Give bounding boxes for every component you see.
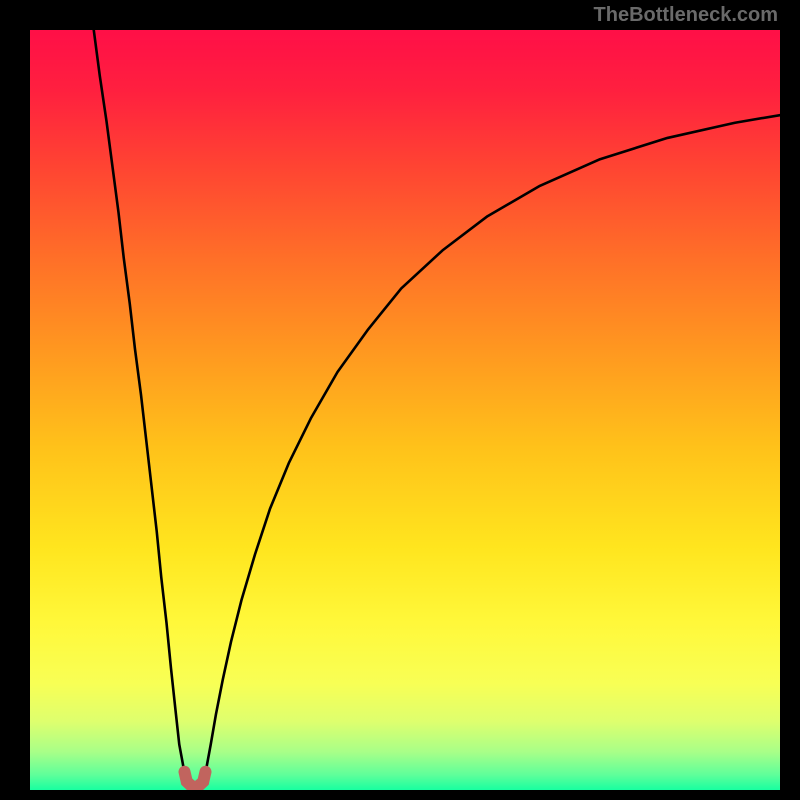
background-gradient [30,30,780,790]
watermark-text: TheBottleneck.com [594,4,778,27]
chart-container: { "watermark": { "text": "TheBottleneck.… [0,0,800,800]
plot-area [30,30,780,790]
